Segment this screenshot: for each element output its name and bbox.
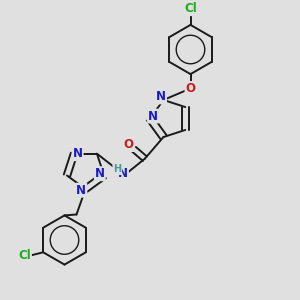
Text: N: N xyxy=(73,147,82,160)
Text: Cl: Cl xyxy=(18,249,31,262)
Text: N: N xyxy=(95,167,105,180)
Text: O: O xyxy=(124,138,134,151)
Text: O: O xyxy=(185,82,196,95)
Text: N: N xyxy=(118,167,128,180)
Text: N: N xyxy=(148,110,158,123)
Text: Cl: Cl xyxy=(184,2,197,15)
Text: H: H xyxy=(113,164,121,174)
Text: N: N xyxy=(76,184,86,197)
Text: N: N xyxy=(156,91,166,103)
